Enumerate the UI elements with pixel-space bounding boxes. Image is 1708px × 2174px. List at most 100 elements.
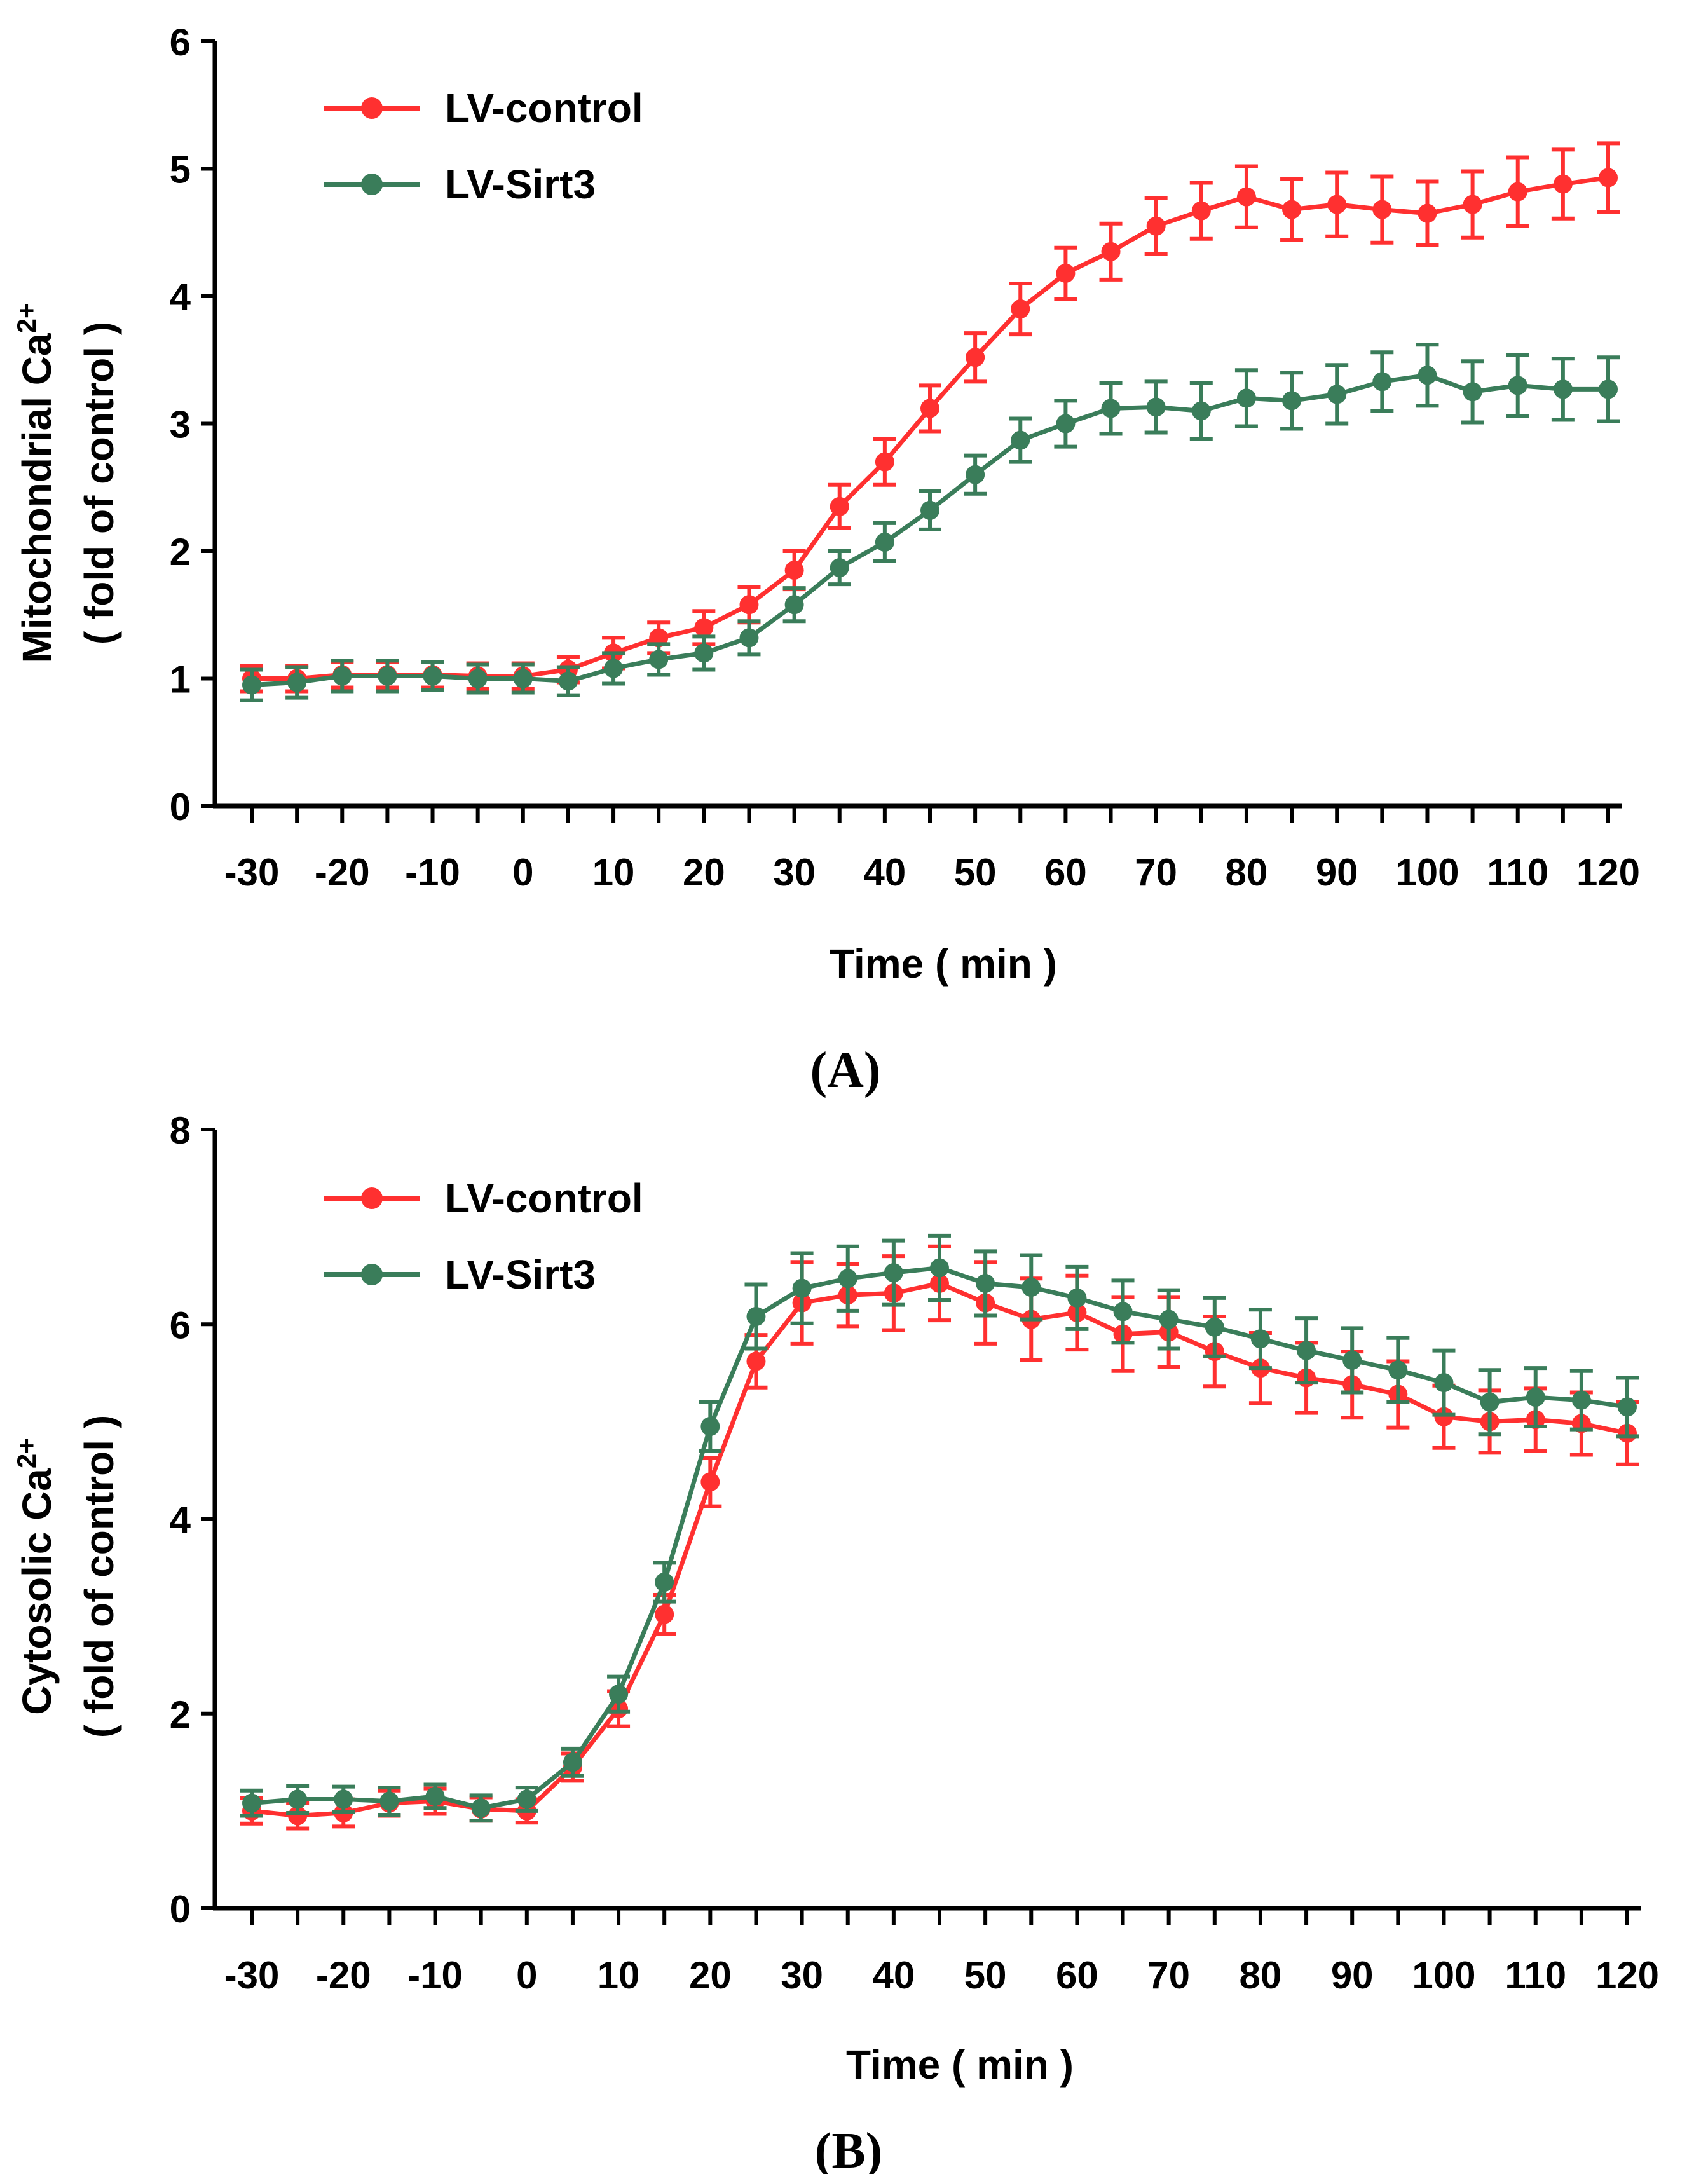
panel-b-data-point [1526, 1388, 1545, 1407]
panel-b-x-tick-label: -10 [407, 1954, 463, 1997]
panel-b-series-lv-control [240, 1244, 1639, 1831]
panel-a-x-tick-label: 30 [773, 851, 816, 894]
panel-b-y-tick-label: 0 [170, 1888, 191, 1931]
panel-a-data-point [1101, 242, 1121, 261]
panel-a-label: (A) [810, 1043, 880, 1098]
panel-b-data-point [288, 1789, 308, 1809]
panel-a-data-point [1011, 430, 1030, 450]
panel-a: Mitochondrial Ca2+ ( fold of control ) T… [11, 21, 1640, 1098]
panel-a-legend-marker [361, 174, 383, 195]
panel-b-series-line [251, 1265, 1628, 1810]
panel-b-data-point [930, 1258, 949, 1278]
panel-a-x-tick-label: 100 [1395, 851, 1459, 894]
panel-b-x-tick-label: 80 [1240, 1954, 1282, 1997]
panel-b-data-point [655, 1604, 674, 1624]
panel-a-data-point [1463, 195, 1482, 214]
panel-a-data-point [558, 671, 578, 691]
panel-a-xlabel: Time ( min ) [830, 941, 1057, 987]
panel-a-series-lv-control [240, 141, 1620, 694]
panel-a-data-point [1372, 372, 1392, 392]
panel-a-data-point [1418, 366, 1437, 385]
panel-a-data-point [784, 595, 804, 615]
panel-b-data-point [1205, 1317, 1224, 1337]
panel-b-x-tick-label: 20 [689, 1954, 732, 1997]
panel-b-legend-label: LV-Sirt3 [445, 1252, 596, 1297]
panel-b-data-point [1342, 1350, 1362, 1370]
panel-a-data-point [784, 561, 804, 580]
panel-a-data-point [739, 595, 759, 615]
panel-b-x-tick-label: 60 [1056, 1954, 1098, 1997]
panel-b-data-point [700, 1472, 720, 1492]
panel-a-legend-item: LV-Sirt3 [324, 161, 596, 207]
panel-b-data-point [517, 1789, 536, 1809]
panel-a-legend-marker [361, 97, 383, 119]
panel-b-y-tick-label: 4 [170, 1499, 191, 1542]
panel-b-label: (B) [815, 2123, 883, 2174]
panel-b-series-line [251, 1281, 1628, 1819]
panel-b-data-point [1618, 1397, 1637, 1417]
panel-b-x-tick-label: -20 [316, 1954, 371, 1997]
panel-a-y-tick-label: 0 [170, 786, 191, 828]
panel-b-x-tick-label: -30 [224, 1954, 280, 1997]
panel-a-y-tick-label: 3 [170, 404, 191, 446]
panel-b-x-tick-label: 30 [781, 1954, 823, 1997]
panel-a-data-point [694, 618, 714, 638]
panel-a-data-point [649, 650, 669, 669]
panel-b-ylabel: Cytosolic Ca2+ ( fold of control ) [11, 1415, 122, 1738]
panel-a-x-tick-label: -10 [405, 851, 460, 894]
panel-b-legend-item: LV-Sirt3 [324, 1252, 596, 1297]
panel-b-data-point [242, 1793, 261, 1813]
panel-a-data-point [1508, 376, 1527, 395]
panel-a-y-tick-label: 1 [170, 659, 191, 701]
panel-b-legend-marker [361, 1187, 383, 1209]
panel-a-x-tick-label: -30 [224, 851, 280, 894]
panel-a-data-point [1146, 216, 1166, 236]
panel-a-data-point [1011, 299, 1030, 319]
panel-a-data-point [1282, 200, 1302, 219]
panel-b-x-tick-label: 120 [1595, 1954, 1659, 1997]
panel-a-data-point [332, 666, 352, 686]
panel-a-data-point [1236, 187, 1256, 207]
panel-b: Cytosolic Ca2+ ( fold of control ) Time … [11, 1109, 1659, 2174]
panel-b-xlabel: Time ( min ) [846, 2042, 1074, 2088]
panel-b-data-point [746, 1351, 766, 1371]
panel-a-data-point [830, 558, 849, 578]
panel-b-data-point [425, 1786, 445, 1806]
panel-a-data-point [1056, 414, 1076, 434]
panel-a-y-tick-label: 2 [170, 531, 191, 573]
panel-a-data-point [604, 659, 624, 678]
panel-b-data-point [838, 1269, 857, 1289]
panel-a-x-tick-label: 80 [1226, 851, 1268, 894]
panel-a-data-point [468, 669, 488, 688]
panel-b-data-point [471, 1798, 491, 1818]
panel-a-x-tick-label: 70 [1135, 851, 1177, 894]
panel-a-data-point [966, 465, 985, 484]
panel-a-data-point [513, 669, 533, 688]
panel-b-data-point [379, 1791, 399, 1811]
panel-b-data-point [1571, 1390, 1591, 1410]
panel-a-data-point [739, 628, 759, 648]
panel-a-x-tick-label: 60 [1044, 851, 1087, 894]
panel-b-data-point [1480, 1392, 1500, 1412]
panel-b-data-point [609, 1685, 629, 1704]
panel-a-x-tick-label: 0 [512, 851, 533, 894]
panel-a-data-point [1599, 168, 1618, 188]
panel-b-legend-item: LV-control [324, 1175, 643, 1221]
panel-a-data-point [1599, 379, 1618, 399]
panel-b-x-tick-label: 50 [964, 1954, 1007, 1997]
panel-a-x-tick-label: 10 [592, 851, 635, 894]
panel-a-data-point [423, 666, 442, 686]
panel-b-data-point [746, 1307, 766, 1326]
panel-b-x-tick-label: 40 [872, 1954, 915, 1997]
panel-b-y-tick-label: 2 [170, 1693, 191, 1736]
panel-a-x-tick-label: 20 [683, 851, 725, 894]
panel-a-data-point [287, 673, 307, 692]
panel-a-legend-label: LV-control [445, 85, 643, 131]
panel-b-legend-label: LV-control [445, 1175, 643, 1221]
panel-a-ylabel: Mitochondrial Ca2+ ( fold of control ) [11, 303, 122, 663]
panel-a-data-point [875, 452, 894, 472]
panel-b-y-tick-label: 6 [170, 1304, 191, 1346]
panel-a-y-tick-label: 5 [170, 149, 191, 191]
panel-b-data-point [976, 1273, 995, 1293]
